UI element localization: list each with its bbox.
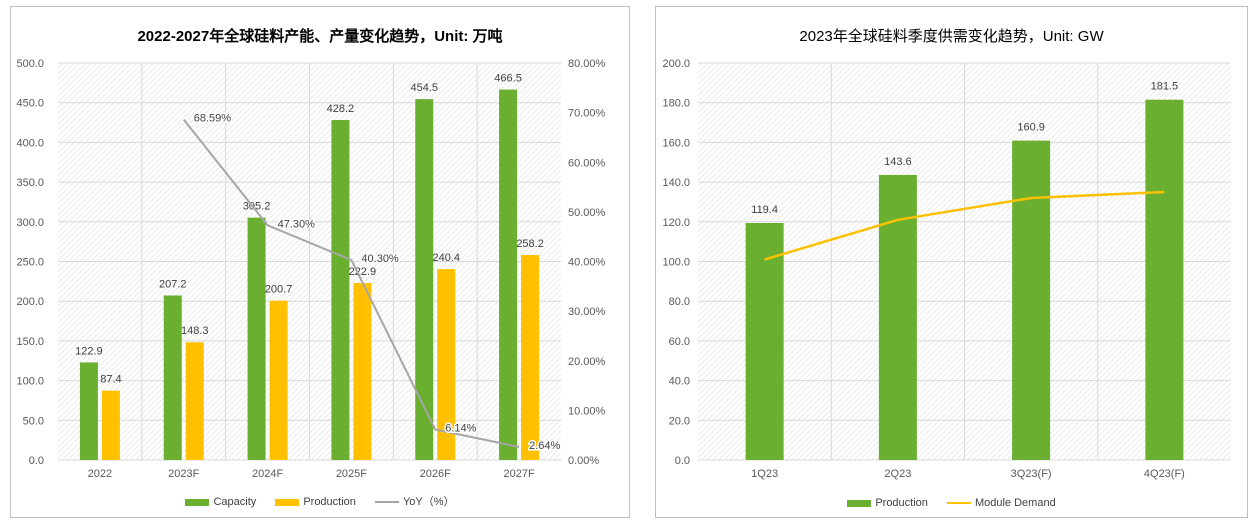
y-tick-label: 450.0 bbox=[16, 98, 44, 110]
bar-capacity bbox=[499, 89, 518, 460]
data-label-production: 222.9 bbox=[349, 266, 377, 278]
bar-capacity bbox=[331, 120, 350, 460]
data-label-production: 148.3 bbox=[181, 325, 209, 337]
x-tick-label: 2025F bbox=[336, 468, 367, 480]
y-tick-label: 120.0 bbox=[662, 217, 690, 229]
y-tick-label: 160.0 bbox=[662, 137, 690, 149]
capacity-production-chart: 2022-2027年全球硅料产能、产量变化趋势，Unit: 万吨 0.0 50.0… bbox=[10, 6, 630, 518]
y2-tick-label: 60.00% bbox=[568, 157, 606, 169]
data-label-capacity: 466.5 bbox=[494, 73, 522, 85]
data-label-yoy: 40.30% bbox=[361, 253, 399, 265]
bar-capacity bbox=[415, 99, 434, 460]
chart-plot: 0.0 20.0 40.0 60.0 80.0 100.0 120.0 140.0 160.0 1… bbox=[662, 58, 1231, 480]
data-label-production: 87.4 bbox=[100, 374, 121, 386]
data-label-production: 143.6 bbox=[884, 156, 912, 168]
bar-production bbox=[353, 283, 372, 460]
y2-tick-label: 70.00% bbox=[568, 108, 606, 120]
x-tick-label: 1Q23 bbox=[751, 468, 778, 480]
y-tick-label: 400.0 bbox=[16, 137, 44, 149]
bar-capacity bbox=[79, 362, 98, 460]
data-label-yoy: 68.59% bbox=[194, 113, 232, 125]
data-label-production: 200.7 bbox=[265, 284, 293, 296]
data-label-production: 258.2 bbox=[516, 238, 544, 250]
y2-tick-label: 20.00% bbox=[568, 356, 606, 368]
data-label-capacity: 454.5 bbox=[410, 82, 438, 94]
legend-yoy: YoY（%） bbox=[374, 493, 455, 509]
data-label-production: 181.5 bbox=[1151, 81, 1179, 93]
bar-production bbox=[269, 300, 288, 460]
y-tick-label: 0.0 bbox=[675, 455, 690, 467]
legend-label: Production bbox=[875, 497, 928, 509]
x-tick-label: 2024F bbox=[252, 468, 283, 480]
x-tick-label: 2022 bbox=[88, 468, 112, 480]
legend-production: Production bbox=[847, 497, 928, 509]
chart-plot: 0.0 50.0 100.0 150.0 200.0 250.0 300.0 350.0 400… bbox=[16, 58, 606, 480]
legend-label: Production bbox=[303, 496, 356, 508]
data-label-yoy: 2.64% bbox=[529, 440, 560, 452]
bar-capacity bbox=[163, 295, 182, 460]
data-label-production: 119.4 bbox=[751, 204, 778, 216]
data-label-yoy: 6.14% bbox=[445, 423, 476, 435]
y-tick-label: 200.0 bbox=[16, 296, 44, 308]
line-yoy bbox=[182, 119, 520, 448]
legend-capacity: Capacity bbox=[185, 496, 256, 508]
bar-production bbox=[745, 222, 784, 460]
data-label-yoy: 47.30% bbox=[278, 218, 316, 230]
y-tick-label: 40.0 bbox=[669, 376, 690, 388]
data-label-capacity: 122.9 bbox=[75, 345, 103, 357]
y-tick-label: 60.0 bbox=[669, 336, 690, 348]
data-label-capacity: 207.2 bbox=[159, 278, 187, 290]
legend-module-demand: Module Demand bbox=[946, 497, 1056, 509]
data-label-production: 240.4 bbox=[432, 252, 460, 264]
y-tick-label: 150.0 bbox=[16, 336, 44, 348]
bar-production bbox=[185, 342, 204, 460]
y2-tick-label: 80.00% bbox=[568, 58, 606, 70]
y-tick-label: 350.0 bbox=[16, 177, 44, 189]
y-tick-label: 20.0 bbox=[669, 415, 690, 427]
bar-production bbox=[437, 269, 456, 460]
legend: Capacity Production YoY（%） bbox=[11, 493, 629, 509]
y2-tick-label: 50.00% bbox=[568, 207, 606, 219]
bar-production bbox=[1145, 99, 1184, 460]
x-tick-label: 2023F bbox=[168, 468, 199, 480]
legend-production: Production bbox=[275, 496, 356, 508]
x-tick-label: 3Q23(F) bbox=[1011, 468, 1052, 480]
y-tick-label: 80.0 bbox=[669, 296, 690, 308]
y2-tick-label: 10.00% bbox=[568, 405, 606, 417]
y-tick-label: 200.0 bbox=[662, 58, 690, 70]
legend-label: Capacity bbox=[213, 496, 257, 508]
legend-label: YoY（%） bbox=[402, 496, 455, 508]
y2-tick-label: 40.00% bbox=[568, 257, 606, 269]
data-label-capacity: 428.2 bbox=[327, 103, 355, 115]
y-tick-label: 100.0 bbox=[662, 257, 690, 269]
y-tick-label: 300.0 bbox=[16, 217, 44, 229]
bar-production bbox=[1012, 140, 1051, 460]
line-module-demand bbox=[764, 190, 1165, 261]
y-tick-label: 180.0 bbox=[662, 98, 690, 110]
y-tick-label: 140.0 bbox=[662, 177, 690, 189]
chart-title: 2023年全球硅料季度供需变化趋势，Unit: GW bbox=[799, 28, 1104, 45]
y-tick-label: 100.0 bbox=[16, 376, 44, 388]
y2-tick-label: 0.00% bbox=[568, 455, 599, 467]
data-label-production: 160.9 bbox=[1017, 122, 1045, 134]
legend: Production Module Demand bbox=[656, 497, 1247, 509]
quarterly-supply-demand-chart: 2023年全球硅料季度供需变化趋势，Unit: GW 0.0 20.0 40.0 60… bbox=[655, 6, 1248, 518]
y-tick-label: 500.0 bbox=[16, 58, 44, 70]
bar-production bbox=[521, 254, 540, 460]
x-tick-label: 2026F bbox=[420, 468, 451, 480]
bar-capacity bbox=[247, 217, 266, 460]
y2-tick-label: 30.00% bbox=[568, 306, 606, 318]
y-tick-label: 250.0 bbox=[16, 257, 44, 269]
legend-label: Module Demand bbox=[974, 497, 1056, 509]
x-tick-label: 2027F bbox=[503, 468, 534, 480]
chart-title: 2022-2027年全球硅料产能、产量变化趋势，Unit: 万吨 bbox=[137, 28, 503, 45]
y-tick-label: 50.0 bbox=[23, 415, 44, 427]
x-tick-label: 2Q23 bbox=[884, 468, 911, 480]
y-tick-label: 0.0 bbox=[29, 455, 44, 467]
x-tick-label: 4Q23(F) bbox=[1144, 468, 1185, 480]
bar-production bbox=[101, 390, 120, 460]
